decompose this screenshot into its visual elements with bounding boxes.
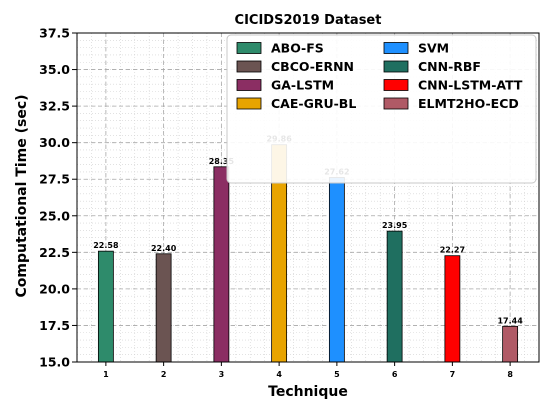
bar [444, 255, 461, 363]
legend-swatch [383, 79, 409, 91]
chart-title: CICIDS2019 Dataset [235, 13, 382, 28]
bar [97, 250, 114, 363]
y-tick-label: 17.5 [39, 318, 70, 333]
x-tick-label: 1 [103, 370, 109, 379]
legend-label: ELMT2HO-ECD [418, 96, 519, 111]
legend-label: GA-LSTM [271, 78, 334, 93]
legend-swatch [383, 42, 409, 54]
legend-swatch [236, 60, 262, 73]
bar-value-label: 22.58 [93, 241, 119, 250]
legend-label: CNN-RBF [418, 59, 481, 74]
bar [213, 166, 230, 363]
bar [155, 253, 172, 363]
bar [502, 325, 519, 363]
axes: 1 2 3 4 5 6 7 8 15.0 17.5 20.0 22.5 25.0 27.5 30.0 32.5… [39, 26, 540, 379]
y-tick-label: 15.0 [39, 355, 70, 370]
y-tick-label: 35.0 [39, 62, 70, 77]
legend-label: ABO-FS [271, 41, 324, 56]
plot-frame [76, 32, 540, 363]
x-tick-label: 7 [450, 370, 456, 379]
bar-value-label: 22.40 [151, 244, 177, 253]
x-axis-label: Technique [268, 384, 348, 400]
x-tick-label: 8 [507, 370, 513, 379]
legend-swatch [236, 97, 262, 110]
y-tick-label: 37.5 [39, 26, 70, 41]
legend-swatch [383, 60, 409, 73]
x-tick-label: 3 [219, 370, 225, 379]
legend-swatch [236, 42, 262, 54]
legend-swatch [383, 97, 409, 110]
x-tick-label: 4 [276, 370, 282, 379]
legend-swatch [236, 79, 262, 91]
legend-label: CNN-LSTM-ATT [418, 78, 523, 93]
legend-label: SVM [418, 41, 449, 56]
legend-label: CBCO-ERNN [271, 59, 354, 74]
y-tick-label: 32.5 [39, 99, 70, 114]
bar-value-label: 17.44 [497, 316, 523, 325]
y-tick-label: 20.0 [39, 281, 70, 296]
y-tick-label: 22.5 [39, 245, 70, 260]
bar [386, 230, 403, 363]
y-axis-label: Computational Time (sec) [14, 94, 30, 297]
bar-value-label: 22.27 [440, 246, 465, 255]
y-tick-label: 25.0 [39, 208, 70, 223]
y-tick-label: 30.0 [39, 135, 70, 150]
legend-label: CAE-GRU-BL [271, 96, 356, 111]
y-tick-label: 27.5 [39, 172, 70, 187]
x-tick-label: 2 [161, 370, 167, 379]
x-tick-label: 5 [334, 370, 340, 379]
x-tick-label: 6 [392, 370, 398, 379]
legend-box [226, 34, 537, 184]
bar-value-label: 23.95 [382, 221, 408, 230]
legend: ABO-FS CBCO-ERNN GA-LSTM CAE-GRU-BL SVM CNN-R… [226, 34, 537, 184]
bar-value-label: 28.35 [209, 157, 235, 166]
bar [328, 177, 345, 363]
